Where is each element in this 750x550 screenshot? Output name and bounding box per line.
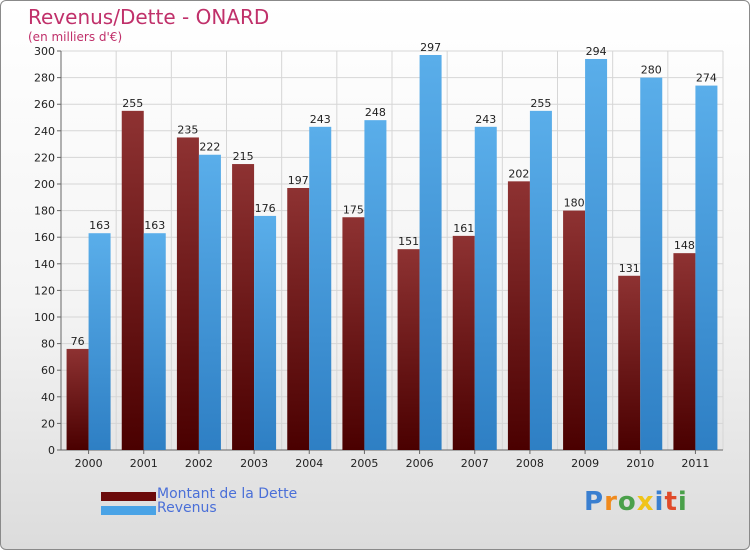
data-label-dette-2007: 161 xyxy=(453,222,474,235)
bar-revenus-2003 xyxy=(254,215,277,450)
y-tick-label: 280 xyxy=(34,72,55,85)
bar-dette-2010 xyxy=(618,275,641,450)
data-label-revenus-2010: 280 xyxy=(641,64,662,77)
bar-revenus-2002 xyxy=(198,154,221,451)
x-tick-label-2003: 2003 xyxy=(240,457,268,470)
legend-swatch-revenus xyxy=(101,506,156,515)
data-label-dette-2002: 235 xyxy=(177,123,198,136)
y-tick-label: 160 xyxy=(34,231,55,244)
y-tick-label: 180 xyxy=(34,205,55,218)
data-label-revenus-2004: 243 xyxy=(310,113,331,126)
logo-letter: t xyxy=(664,487,678,517)
y-tick-label: 220 xyxy=(34,151,55,164)
bar-dette-2008 xyxy=(507,181,530,450)
y-tick-label: 260 xyxy=(34,98,55,111)
data-label-revenus-2011: 274 xyxy=(696,72,717,85)
bar-revenus-2004 xyxy=(309,126,332,450)
data-label-revenus-2008: 255 xyxy=(530,97,551,110)
data-label-dette-2003: 215 xyxy=(233,150,254,163)
bar-dette-2007 xyxy=(452,235,475,450)
logo-letter: r xyxy=(604,487,618,517)
bar-dette-2009 xyxy=(563,210,586,450)
bar-dette-2000 xyxy=(66,348,89,450)
data-label-dette-2006: 151 xyxy=(398,235,419,248)
logo-letter: o xyxy=(617,487,637,517)
y-tick-label: 200 xyxy=(34,178,55,191)
x-tick-label-2008: 2008 xyxy=(516,457,544,470)
bar-revenus-2001 xyxy=(143,233,166,450)
y-tick-label: 60 xyxy=(41,364,55,377)
logo-letter: i xyxy=(654,487,665,517)
legend-label-debt: Montant de la Dette xyxy=(157,486,298,502)
data-label-revenus-2003: 176 xyxy=(255,202,276,215)
x-tick-label-2007: 2007 xyxy=(461,457,489,470)
data-label-dette-2010: 131 xyxy=(619,262,640,275)
x-tick-label-2006: 2006 xyxy=(406,457,434,470)
data-label-revenus-2005: 248 xyxy=(365,106,386,119)
y-tick-label: 100 xyxy=(34,311,55,324)
data-label-revenus-2006: 297 xyxy=(420,41,441,54)
bar-revenus-2009 xyxy=(585,58,608,450)
bar-revenus-2006 xyxy=(419,54,442,451)
logo-letter: i xyxy=(677,487,688,517)
data-label-revenus-2007: 243 xyxy=(475,113,496,126)
logo-letter: x xyxy=(636,487,655,517)
y-tick-label: 300 xyxy=(34,45,55,58)
data-label-dette-2001: 255 xyxy=(122,97,143,110)
bar-revenus-2005 xyxy=(364,120,387,450)
bars xyxy=(66,54,718,451)
y-tick-label: 40 xyxy=(41,391,55,404)
data-label-revenus-2002: 222 xyxy=(199,141,220,154)
data-label-dette-2009: 180 xyxy=(564,197,585,210)
bar-dette-2005 xyxy=(342,217,365,450)
y-tick-label: 140 xyxy=(34,258,55,271)
x-tick-label-2000: 2000 xyxy=(75,457,103,470)
bar-dette-2006 xyxy=(397,249,420,450)
bar-revenus-2007 xyxy=(474,126,497,450)
y-tick-label: 240 xyxy=(34,125,55,138)
data-label-dette-2005: 175 xyxy=(343,203,364,216)
bar-dette-2003 xyxy=(232,164,255,451)
logo-letter: P xyxy=(584,487,605,517)
axes: 0 20 40 60 80 100 120 140 160 180 200 220 240 260 280 3… xyxy=(34,45,723,470)
data-label-revenus-2001: 163 xyxy=(144,219,165,232)
bar-revenus-2011 xyxy=(695,85,718,450)
bar-revenus-2000 xyxy=(88,233,111,450)
proxiti-logo: Proxiti xyxy=(584,487,688,517)
x-tick-label-2001: 2001 xyxy=(130,457,158,470)
y-tick-label: 20 xyxy=(41,417,55,430)
y-tick-label: 0 xyxy=(48,444,55,457)
data-label-dette-2011: 148 xyxy=(674,239,695,252)
chart-title: Revenus/Dette - ONARD xyxy=(28,5,270,29)
y-tick-label: 120 xyxy=(34,284,55,297)
bar-revenus-2010 xyxy=(640,77,663,450)
x-tick-label-2002: 2002 xyxy=(185,457,213,470)
x-tick-label-2004: 2004 xyxy=(295,457,323,470)
data-label-dette-2000: 76 xyxy=(71,335,85,348)
legend-swatch-debt xyxy=(101,492,156,501)
bar-dette-2011 xyxy=(673,253,696,450)
data-label-revenus-2000: 163 xyxy=(89,219,110,232)
bar-dette-2004 xyxy=(287,187,310,451)
data-label-dette-2004: 197 xyxy=(288,174,309,187)
x-tick-label-2010: 2010 xyxy=(626,457,654,470)
x-tick-label-2009: 2009 xyxy=(571,457,599,470)
y-tick-label: 80 xyxy=(41,338,55,351)
data-label-dette-2008: 202 xyxy=(508,167,529,180)
data-label-revenus-2009: 294 xyxy=(586,45,607,58)
x-tick-label-2005: 2005 xyxy=(350,457,378,470)
bar-dette-2002 xyxy=(176,137,199,450)
bar-dette-2001 xyxy=(121,110,144,450)
bar-revenus-2008 xyxy=(529,110,552,450)
chart-subtitle: (en milliers d'€) xyxy=(28,30,123,44)
legend-label-revenus: Revenus xyxy=(157,500,217,516)
x-tick-label-2011: 2011 xyxy=(681,457,709,470)
